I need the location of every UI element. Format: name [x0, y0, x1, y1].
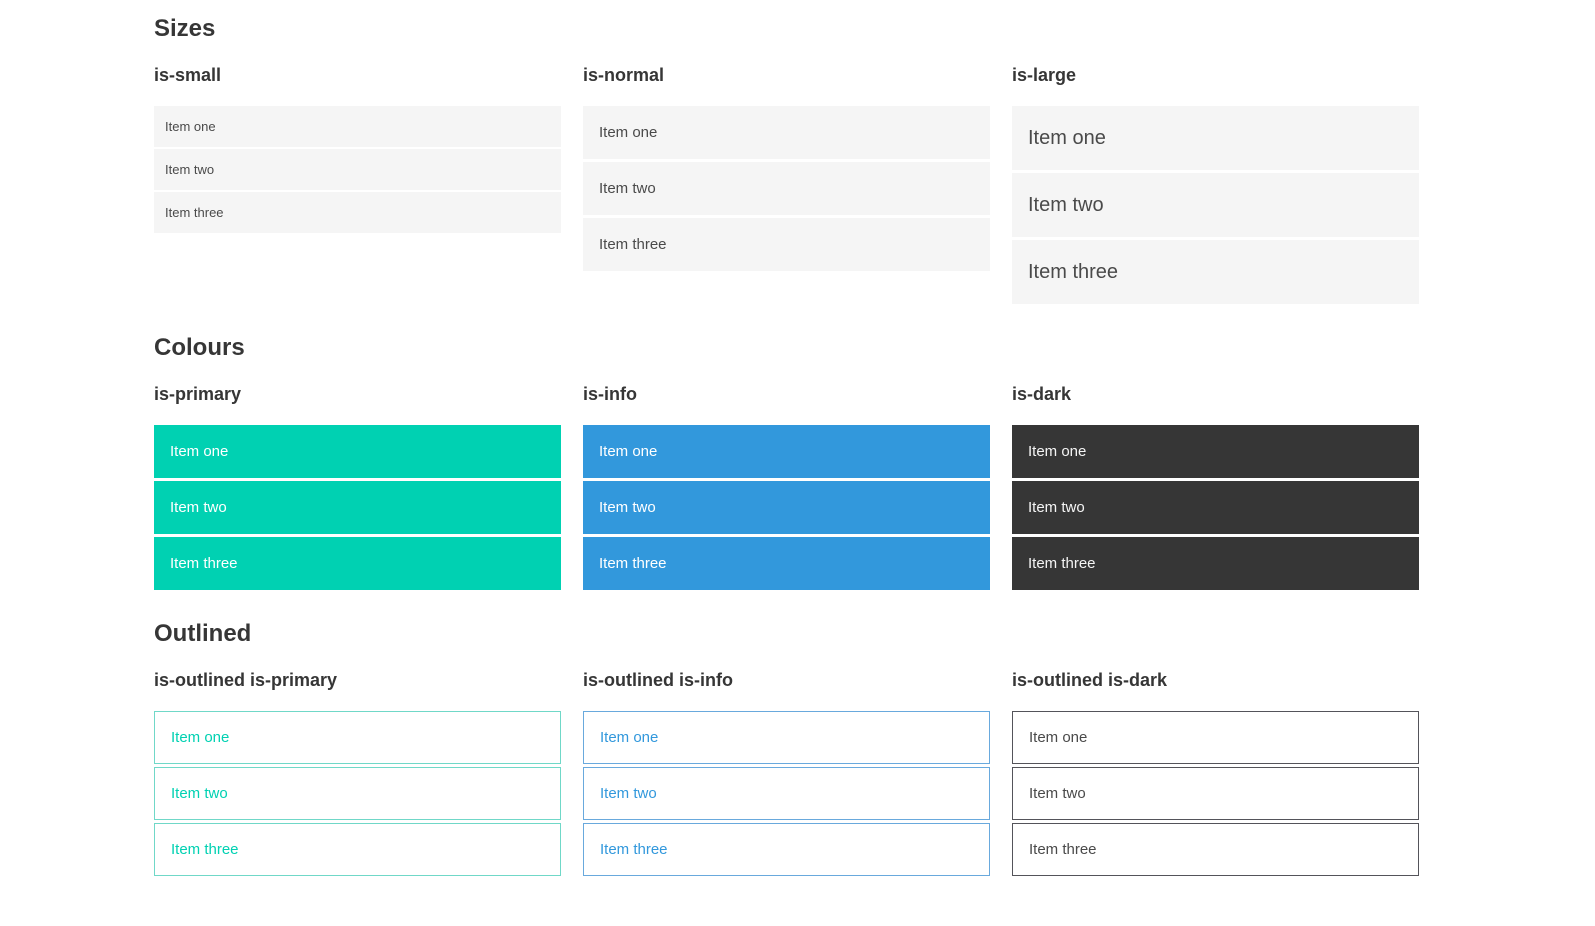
group-heading: is-primary: [154, 384, 242, 404]
list-item[interactable]: Item one: [583, 711, 990, 764]
list-item[interactable]: Item one: [583, 106, 990, 159]
list-normal: Item one Item two Item three: [583, 106, 990, 271]
list-item[interactable]: Item three: [583, 537, 990, 590]
colours-columns: is-primary Item one Item two Item three …: [154, 384, 1419, 593]
group-is-large: is-large Item one Item two Item three: [1012, 65, 1419, 307]
list-item[interactable]: Item two: [583, 767, 990, 820]
list-item[interactable]: Item three: [1012, 823, 1419, 876]
section-outlined: Outlined is-outlined is-primary Item one…: [154, 620, 1419, 879]
list-item[interactable]: Item one: [154, 425, 561, 478]
list-item[interactable]: Item two: [1012, 481, 1419, 534]
list-item[interactable]: Item three: [154, 823, 561, 876]
list-item[interactable]: Item two: [1012, 767, 1419, 820]
section-sizes: Sizes is-small Item one Item two Item th…: [154, 15, 1419, 307]
list-primary: Item one Item two Item three: [154, 425, 561, 590]
list-item[interactable]: Item two: [154, 481, 561, 534]
list-item[interactable]: Item three: [154, 537, 561, 590]
list-item[interactable]: Item two: [583, 162, 990, 215]
list-item[interactable]: Item one: [583, 425, 990, 478]
group-heading: is-dark: [1012, 384, 1072, 404]
list-item[interactable]: Item two: [154, 149, 561, 190]
section-colours: Colours is-primary Item one Item two Ite…: [154, 334, 1419, 593]
group-heading: is-outlined is-dark: [1012, 670, 1168, 690]
group-heading: is-info: [583, 384, 637, 404]
sizes-columns: is-small Item one Item two Item three is…: [154, 65, 1419, 307]
list-large: Item one Item two Item three: [1012, 106, 1419, 304]
component-demo-page: Sizes is-small Item one Item two Item th…: [154, 15, 1419, 879]
list-item[interactable]: Item one: [154, 106, 561, 147]
group-is-normal: is-normal Item one Item two Item three: [583, 65, 990, 274]
list-item[interactable]: Item three: [154, 192, 561, 233]
list-info: Item one Item two Item three: [583, 425, 990, 590]
list-item[interactable]: Item three: [1012, 240, 1419, 304]
list-item[interactable]: Item one: [1012, 711, 1419, 764]
list-outlined-dark: Item one Item two Item three: [1012, 711, 1419, 876]
group-is-outlined-is-primary: is-outlined is-primary Item one Item two…: [154, 670, 561, 879]
group-heading: is-outlined is-primary: [154, 670, 338, 690]
list-item[interactable]: Item two: [1012, 173, 1419, 237]
list-item[interactable]: Item three: [1012, 537, 1419, 590]
group-is-info: is-info Item one Item two Item three: [583, 384, 990, 593]
section-title: Sizes: [154, 15, 216, 42]
list-item[interactable]: Item one: [154, 711, 561, 764]
group-heading: is-large: [1012, 65, 1077, 85]
list-outlined-info: Item one Item two Item three: [583, 711, 990, 876]
section-title: Outlined: [154, 620, 252, 647]
group-heading: is-outlined is-info: [583, 670, 733, 690]
list-outlined-primary: Item one Item two Item three: [154, 711, 561, 876]
group-is-dark: is-dark Item one Item two Item three: [1012, 384, 1419, 593]
list-item[interactable]: Item two: [154, 767, 561, 820]
group-heading: is-small: [154, 65, 222, 85]
group-heading: is-normal: [583, 65, 665, 85]
list-dark: Item one Item two Item three: [1012, 425, 1419, 590]
list-item[interactable]: Item three: [583, 823, 990, 876]
group-is-primary: is-primary Item one Item two Item three: [154, 384, 561, 593]
list-item[interactable]: Item two: [583, 481, 990, 534]
list-item[interactable]: Item one: [1012, 425, 1419, 478]
group-is-outlined-is-info: is-outlined is-info Item one Item two It…: [583, 670, 990, 879]
list-item[interactable]: Item three: [583, 218, 990, 271]
section-title: Colours: [154, 334, 245, 361]
list-item[interactable]: Item one: [1012, 106, 1419, 170]
group-is-small: is-small Item one Item two Item three: [154, 65, 561, 235]
group-is-outlined-is-dark: is-outlined is-dark Item one Item two It…: [1012, 670, 1419, 879]
outlined-columns: is-outlined is-primary Item one Item two…: [154, 670, 1419, 879]
list-small: Item one Item two Item three: [154, 106, 561, 233]
